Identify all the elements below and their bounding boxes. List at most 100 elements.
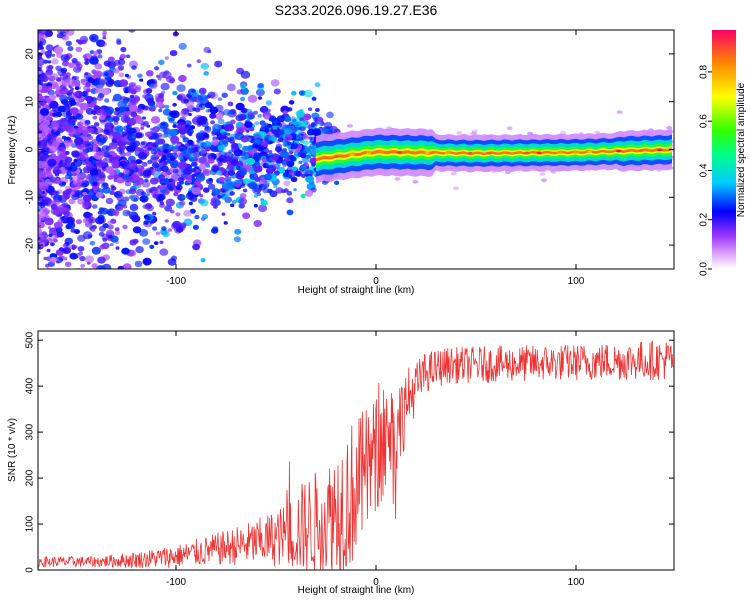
spectrogram-cell: [77, 234, 86, 242]
spectrogram-cell: [63, 124, 71, 131]
spectrogram-cell: [40, 75, 49, 83]
spectrogram-cell: [129, 94, 135, 99]
spectrogram-cell: [211, 227, 219, 234]
spectrogram-cell: [175, 212, 181, 217]
spectrogram-cell: [133, 115, 142, 122]
spectrogram-cell: [179, 222, 187, 228]
y-tick-label: 200: [25, 469, 36, 486]
spectrogram-cell: [62, 244, 67, 248]
spectrogram-cell: [128, 249, 137, 257]
spectrogram-cell: [179, 116, 186, 122]
spectrogram-cell: [163, 149, 169, 154]
spectrogram-cell: [198, 163, 207, 170]
spectrogram-cell: [97, 214, 105, 221]
spectrogram-ridge-peak: [487, 151, 492, 155]
spectrogram-ridge-peak: [587, 150, 593, 154]
spectrogram-cell: [143, 120, 149, 126]
spectrogram-cell: [102, 33, 107, 37]
spectrogram-cell: [79, 255, 86, 262]
spectrogram-cell: [169, 50, 178, 57]
spectrogram-cell: [158, 185, 166, 191]
spectrogram-cell: [69, 100, 77, 106]
spectrogram-cell: [110, 159, 120, 167]
spectrogram-cell: [215, 113, 224, 120]
spectrogram-ridge-band: [316, 147, 672, 162]
spectrogram-cell: [293, 188, 297, 192]
spectrogram-cell: [303, 113, 312, 121]
spectrogram-cell: [188, 201, 193, 206]
spectrogram-cell: [306, 154, 312, 159]
spectrogram-cell: [139, 229, 149, 237]
spectrogram-ridge-peak: [616, 149, 622, 153]
spectrogram-cell: [41, 147, 51, 156]
spectrogram-cell: [227, 164, 235, 171]
spectrogram-cell: [46, 65, 53, 70]
x-tick-label: 0: [373, 577, 379, 588]
spectrogram-cell: [179, 200, 186, 206]
spectrogram-ridge-peak: [556, 151, 562, 154]
spectrogram-cell: [168, 128, 178, 137]
spectrogram-cell: [261, 157, 269, 163]
spectrogram-cell: [182, 137, 190, 143]
spectrogram-cell: [122, 224, 128, 230]
spectrogram-cell: [56, 146, 66, 154]
spectrogram-cell: [666, 126, 673, 130]
spectrogram-cell: [118, 188, 126, 195]
spectrogram-cell: [196, 140, 205, 147]
spectrogram-cell: [73, 159, 83, 167]
spectrogram-cell: [260, 140, 269, 148]
spectrogram-cell: [259, 105, 269, 114]
spectrogram-cell: [300, 165, 307, 171]
spectrogram-cell: [268, 150, 273, 154]
spectrogram-cell: [83, 200, 92, 208]
spectrogram-cell: [75, 61, 81, 66]
spectrogram-cell: [153, 126, 160, 132]
spectrogram-cell: [264, 115, 270, 120]
spectrogram-cell: [504, 170, 511, 175]
spectrogram-cell: [179, 133, 186, 139]
spectrogram-cell: [64, 261, 72, 267]
spectrogram-cell: [96, 151, 102, 156]
spectrogram-cell: [214, 60, 223, 68]
spectrogram-cell: [230, 203, 235, 208]
spectrogram-cell: [39, 24, 45, 29]
spectrogram-ridge-peak: [524, 151, 530, 155]
spectrogram-cell: [98, 207, 105, 213]
spectrogram-ridge-peak: [467, 151, 473, 155]
spectrogram-cell: [158, 59, 165, 66]
spectrogram-cell: [132, 226, 142, 234]
spectrogram-cell: [77, 125, 88, 134]
spectrogram-cell: [238, 197, 248, 205]
spectrogram-cell: [311, 162, 316, 167]
spectrogram-cell: [334, 180, 340, 185]
spectrogram-cell: [298, 160, 303, 164]
spectrogram-cell: [274, 162, 281, 168]
spectrogram-cell: [50, 242, 55, 247]
spectrogram-cell: [66, 137, 71, 141]
spectrogram-cell: [203, 141, 212, 149]
spectrogram-cell: [39, 242, 45, 247]
spectrogram-cell: [142, 238, 151, 245]
spectrogram-cell: [257, 114, 262, 118]
spectrogram-cell: [394, 177, 401, 181]
spectrogram-cell: [115, 246, 120, 250]
spectrogram-cell: [218, 176, 225, 182]
spectrogram-cell: [38, 123, 49, 131]
spectrogram-cell: [109, 190, 115, 195]
spectrogram-cell: [160, 157, 167, 162]
spectrogram-cell: [141, 180, 151, 188]
spectrogram-cell: [51, 58, 59, 65]
spectrogram-cell: [74, 93, 79, 97]
spectrogram-cell: [53, 206, 63, 215]
spectrogram-cell: [156, 101, 164, 108]
snr-frame: [37, 330, 675, 571]
spectrogram-cell: [113, 68, 120, 74]
spectrogram-cell: [257, 96, 263, 100]
spectrogram-cell: [38, 115, 44, 123]
spectrogram-cell: [145, 26, 149, 30]
spectrogram-cell: [117, 106, 126, 113]
spectrogram-cell: [45, 168, 52, 174]
spectrogram-cell: [107, 117, 115, 123]
spectrogram-cell: [308, 107, 313, 111]
spectrogram-ridge-peak: [603, 150, 609, 153]
